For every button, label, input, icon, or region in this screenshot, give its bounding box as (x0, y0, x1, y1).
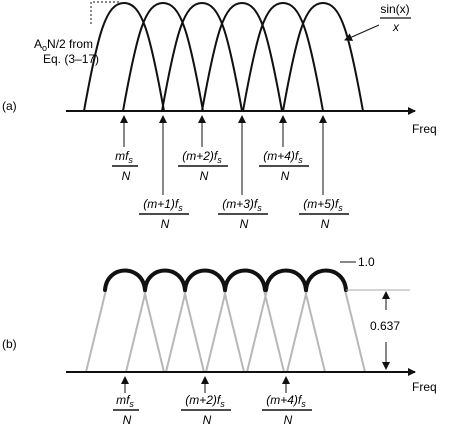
panel-b-lobe-left-edge-5 (246, 289, 268, 373)
panel-a-lower-bin-2: (m+3)fs N (218, 115, 268, 231)
panel-b-lobe-top-3 (183, 268, 227, 292)
panel-b-bin-3-numerator: (m+4)fs (266, 393, 306, 409)
panel-b: (b) Freq 1.0 0.637 mfs N (m+2)fs N (m+4)fs N (2, 255, 437, 427)
panel-b-bin-2: (m+2)fs N (181, 376, 231, 427)
panel-b-lobe-right-edge-4 (263, 289, 285, 373)
panel-a-lower-bin-1-numerator: (m+1)fs (143, 197, 183, 213)
panel-b-bin-1-numerator: mfs (116, 393, 134, 409)
panel-b-lobes (85, 268, 366, 373)
panel-a-upper-bin-2: (m+2)fs N (178, 115, 228, 183)
panel-a-upper-bin-3-numerator: (m+4)fs (263, 149, 303, 165)
panel-a-bin-labels: mfsN(m+2)fsN(m+4)fsN(m+1)fsN(m+3)fsN(m+5… (112, 115, 349, 231)
panel-b-lobe-left-edge-6 (286, 289, 308, 373)
panel-a-lower-bin-1: (m+1)fs N (139, 115, 189, 231)
ripple-label: 0.637 (370, 319, 400, 333)
panel-a-upper-bin-2-numerator: (m+2)fs (182, 149, 222, 165)
sinc-denominator: x (392, 20, 400, 34)
panel-b-lobe-left-edge-1 (85, 289, 107, 373)
panel-a-upper-bin-2-denominator: N (200, 169, 209, 183)
panel-b-lobe-left-edge-4 (205, 289, 227, 373)
panel-a-lower-bin-2-denominator: N (240, 217, 249, 231)
panel-a: (a) Freq AoN/2 from Eq. (3–17) sin(x) x … (2, 1, 437, 231)
panel-b-lobe-right-edge-2 (183, 289, 205, 373)
panel-b-freq-label: Freq (412, 380, 437, 394)
amplitude-annotation: AoN/2 from (34, 37, 93, 53)
panel-b-bin-labels: mfs N (m+2)fs N (m+4)fs N (113, 376, 312, 427)
panel-a-lower-bin-3-denominator: N (321, 217, 330, 231)
panel-a-upper-bin-1: mfs N (112, 115, 138, 183)
panel-b-bin-1: mfs N (113, 376, 139, 427)
panel-b-lobe-left-edge-2 (125, 289, 147, 373)
panel-b-lobe-right-edge-5 (304, 289, 326, 373)
panel-a-upper-bin-1-numerator: mfs (115, 149, 133, 165)
panel-a-freq-label: Freq (412, 122, 437, 136)
panel-a-upper-bin-1-denominator: N (122, 169, 131, 183)
panel-b-lobe-top-6 (304, 268, 348, 292)
panel-a-lower-bin-2-numerator: (m+3)fs (222, 197, 262, 213)
panel-a-lobe-4 (201, 1, 283, 112)
panel-b-lobe-top-1 (103, 268, 147, 292)
panel-b-lobe-top-5 (264, 268, 308, 292)
panel-b-lobe-top-4 (223, 268, 267, 292)
amplitude-leader-line (90, 1, 119, 24)
panel-b-lobe-right-edge-1 (143, 289, 165, 373)
panel-a-label: (a) (2, 99, 17, 113)
panel-a-lobe-3 (161, 1, 243, 112)
panel-b-bin-3-denominator: N (284, 413, 293, 427)
panel-a-lobe-1 (83, 1, 165, 112)
amplitude-annotation-eq: Eq. (3–17) (43, 52, 99, 66)
sinc-pointer-arrow (344, 24, 380, 41)
panel-b-bin-2-denominator: N (203, 413, 212, 427)
panel-b-lobe-left-edge-3 (165, 289, 187, 373)
panel-a-lower-bin-3: (m+5)fs N (299, 115, 349, 231)
panel-b-bin-2-numerator: (m+2)fs (185, 393, 225, 409)
panel-a-lower-bin-3-numerator: (m+5)fs (303, 197, 343, 213)
panel-b-bin-1-denominator: N (123, 413, 132, 427)
panel-a-lobe-5 (242, 1, 324, 112)
panel-a-lobes (83, 1, 364, 112)
panel-a-upper-bin-3-denominator: N (281, 169, 290, 183)
panel-a-lower-bin-1-denominator: N (161, 217, 170, 231)
panel-b-lobe-top-2 (143, 268, 187, 292)
panel-b-lobe-right-edge-3 (223, 289, 245, 373)
panel-b-bin-3: (m+4)fs N (262, 376, 312, 427)
sinc-numerator: sin(x) (380, 2, 409, 16)
panel-b-label: (b) (2, 337, 17, 351)
panel-a-lobe-2 (122, 1, 204, 112)
panel-b-lobe-right-edge-6 (344, 289, 366, 373)
panel-a-lobe-6 (282, 1, 364, 112)
peak-label: 1.0 (358, 255, 375, 269)
panel-a-upper-bin-3: (m+4)fs N (259, 115, 309, 183)
